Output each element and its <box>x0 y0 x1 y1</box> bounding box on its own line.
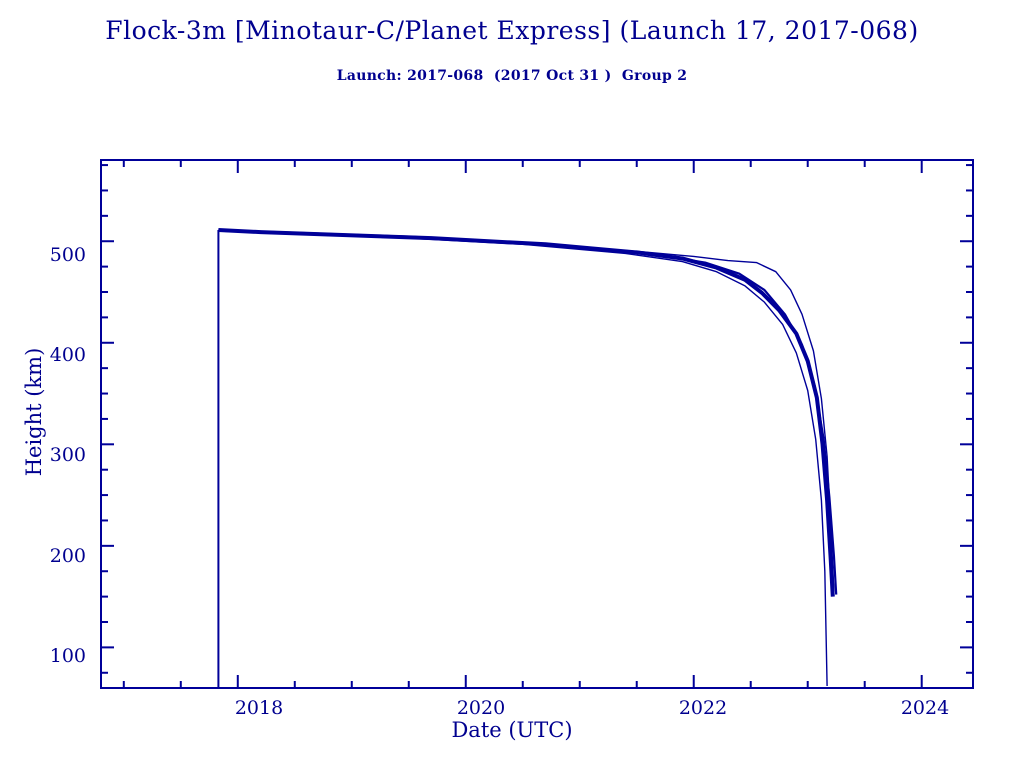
y-tick-label-500: 500 <box>49 244 86 266</box>
y-tick-label-200: 200 <box>49 545 86 567</box>
x-axis-label: Date (UTC) <box>451 718 573 742</box>
chart-subtitle: Launch: 2017-068 (2017 Oct 31 ) Group 2 <box>336 68 688 84</box>
series-flock-3m-trailing-trace <box>218 228 838 595</box>
x-tick-label-2024: 2024 <box>900 697 950 719</box>
chart-title: Flock-3m [Minotaur-C/Planet Express] (La… <box>105 16 919 45</box>
y-tick-label-100: 100 <box>49 645 86 667</box>
x-tick-label-2020: 2020 <box>456 697 506 719</box>
series-flock-3m-main-bundle <box>218 228 835 597</box>
series-flock-3m-lower-branch <box>218 230 828 686</box>
axis-ticks <box>101 160 973 688</box>
x-tick-label-2018: 2018 <box>234 697 284 719</box>
data-series-group <box>217 228 838 688</box>
plot-border <box>100 159 974 689</box>
y-tick-label-300: 300 <box>49 444 86 466</box>
plot-frame <box>100 159 974 689</box>
x-tick-label-2022: 2022 <box>678 697 728 719</box>
y-tick-label-400: 400 <box>49 344 86 366</box>
